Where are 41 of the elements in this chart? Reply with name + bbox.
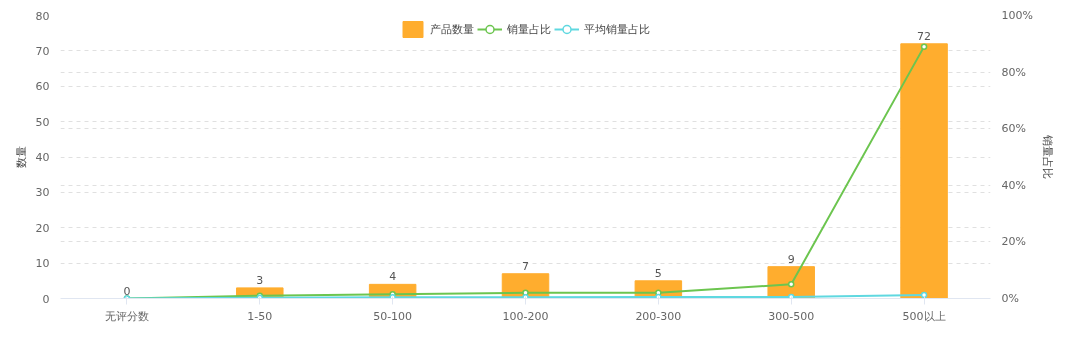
y2-tick-label: 20% — [1001, 235, 1026, 249]
point — [787, 281, 795, 288]
point — [655, 293, 662, 299]
y-tick-label: 40 — [35, 151, 50, 164]
data-label: 0 — [123, 284, 131, 298]
y-tick-label: 60 — [35, 80, 50, 94]
data-label: 9 — [787, 252, 795, 266]
y-tick-label: 70 — [35, 44, 50, 58]
bar — [900, 43, 948, 299]
point — [920, 291, 928, 299]
y-tick-label: 80 — [35, 9, 50, 23]
y-tick-label: 20 — [35, 221, 50, 235]
y-tick-label: 50 — [35, 115, 50, 129]
legend-label: 产品数量 — [430, 21, 474, 37]
y2-axis-title: 销量占比 — [1040, 134, 1054, 179]
y2-tick-label: 60% — [1001, 122, 1026, 136]
point — [787, 293, 795, 299]
data-label: 72 — [917, 29, 932, 43]
y-axis-title: 数量 — [14, 146, 28, 168]
y-tick-label: 30 — [35, 186, 50, 200]
legend-label: 销量占比 — [507, 21, 551, 37]
y-tick-label: 0 — [42, 292, 50, 306]
x-tick-label: 1-50 — [247, 309, 273, 323]
y2-tick-label: 80% — [1001, 65, 1026, 79]
x-tick-label: 50-100 — [373, 309, 413, 323]
point — [522, 294, 529, 299]
point — [920, 43, 928, 50]
data-label: 3 — [256, 273, 264, 287]
data-label: 5 — [654, 266, 662, 280]
data-label: 4 — [389, 270, 397, 284]
x-tick-label: 100-200 — [502, 309, 549, 323]
data-label: 7 — [522, 259, 529, 273]
y2-tick-label: 0% — [1001, 292, 1019, 305]
y2-tick-label: 40% — [1001, 178, 1026, 192]
x-tick-label: 无评分数 — [104, 309, 149, 323]
y2-tick-label: 100% — [1001, 9, 1033, 22]
y-tick-label: 10 — [35, 257, 50, 271]
x-tick-label: 500以上 — [902, 309, 946, 323]
x-tick-label: 200-300 — [635, 309, 682, 323]
legend-label: 平均销量占比 — [584, 21, 650, 37]
x-tick-label: 300-500 — [768, 309, 815, 323]
